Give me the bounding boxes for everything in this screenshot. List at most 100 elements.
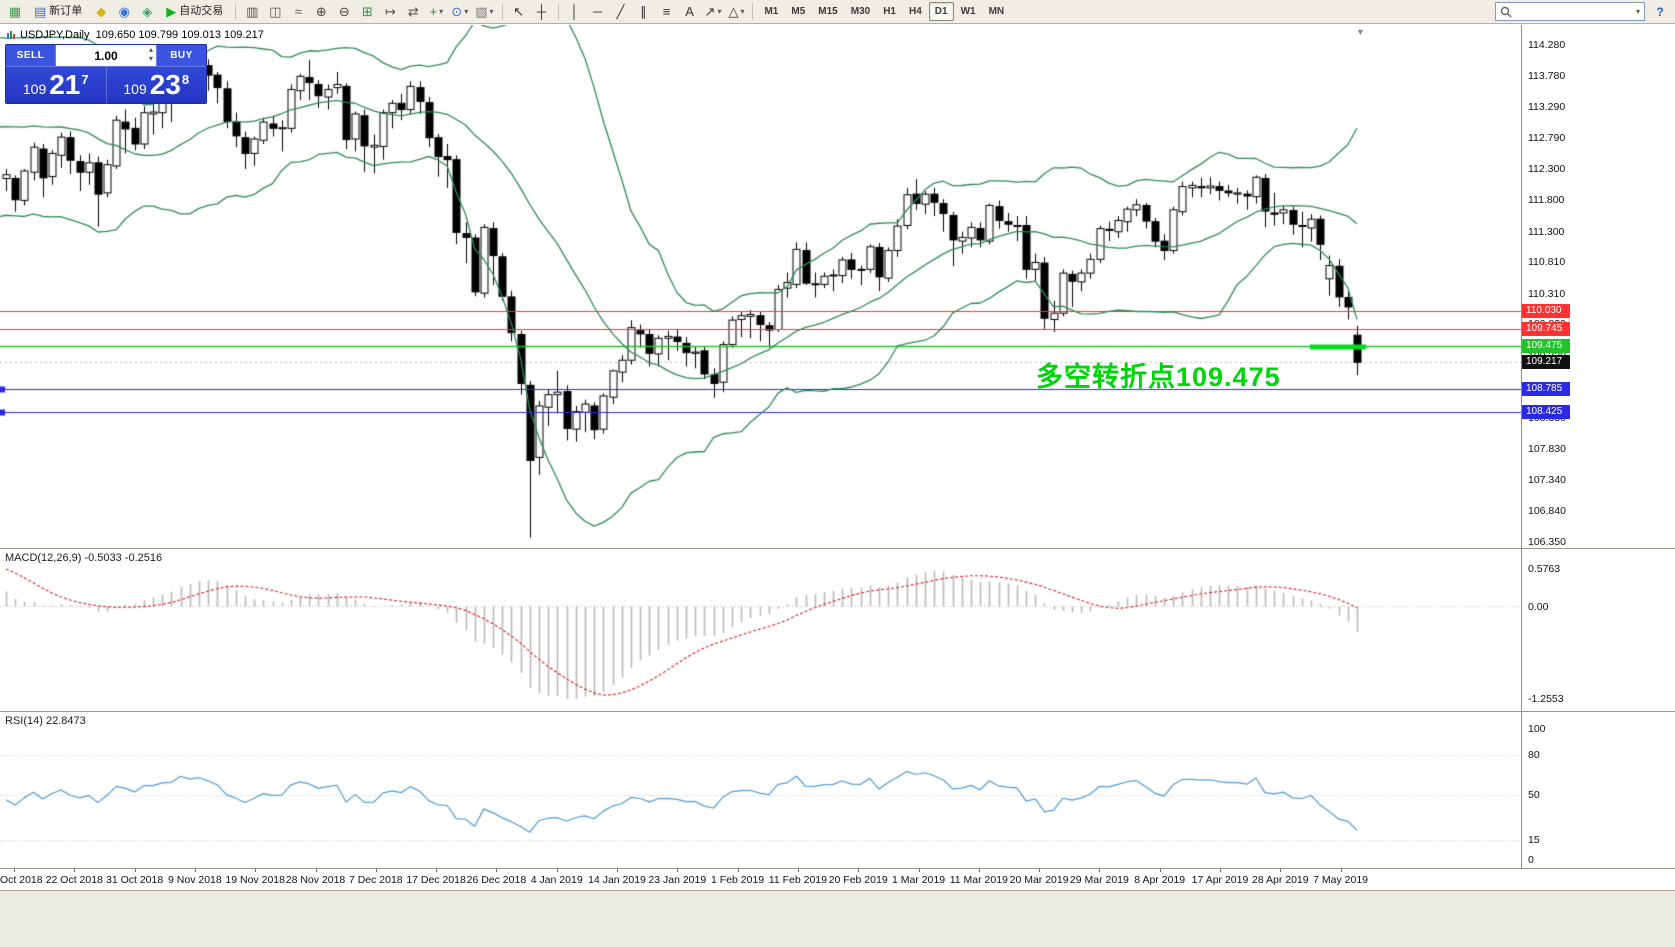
lot-stepper: ▴ ▾ — [149, 45, 153, 63]
crosshair-button[interactable]: ┼ — [531, 2, 553, 22]
timeframe-button-m15[interactable]: M15 — [812, 2, 843, 21]
timeframe-button-h4[interactable]: H4 — [903, 2, 928, 21]
timeframe-button-w1[interactable]: W1 — [955, 2, 982, 21]
sell-button[interactable]: SELL — [6, 45, 56, 66]
one-click-trading-panel: SELL 1.00 ▴ ▾ BUY 109 21 7 109 23 8 — [5, 44, 207, 104]
price-line-label: 108.785 — [1522, 382, 1570, 397]
vertical-line-button[interactable]: │ — [564, 2, 586, 22]
price-axis-label: 111.800 — [1528, 194, 1565, 207]
arrows-button[interactable]: ↗ ▾ — [702, 2, 725, 22]
chart-shift-button[interactable]: ⇄ — [402, 2, 424, 22]
alerts-button[interactable]: ◈ — [136, 2, 158, 22]
time-axis-tick — [858, 869, 860, 872]
grid-button[interactable]: ⊞ — [356, 2, 378, 22]
help-button[interactable]: ? — [1649, 2, 1671, 22]
macd-scale-label: -1.2553 — [1528, 693, 1564, 705]
buy-price[interactable]: 109 23 8 — [107, 67, 207, 103]
price-axis-label: 112.790 — [1528, 132, 1566, 145]
buy-price-big: 23 — [149, 69, 181, 100]
time-axis-tick — [496, 869, 498, 872]
new-chart-button[interactable]: ▦ — [4, 2, 26, 22]
channel-button[interactable]: ∥ — [633, 2, 655, 22]
buy-button[interactable]: BUY — [156, 45, 206, 66]
channel-icon: ∥ — [640, 4, 647, 19]
auto-scroll-button[interactable]: ↦ — [379, 2, 401, 22]
macd-indicator-canvas[interactable] — [0, 549, 1521, 711]
play-icon: ▶ — [166, 4, 177, 19]
candlestick-chart-button[interactable]: ◫ — [264, 2, 286, 22]
rsi-indicator-canvas[interactable] — [0, 712, 1521, 868]
cursor-button[interactable]: ↖ — [508, 2, 530, 22]
timeframe-button-m1[interactable]: M1 — [758, 2, 784, 21]
periods-button[interactable]: ⊙ ▾ — [448, 2, 471, 22]
data-window-button[interactable]: ◉ — [113, 2, 135, 22]
time-axis-label: 7 May 2019 — [1313, 874, 1369, 886]
cursor-icon: ↖ — [513, 4, 524, 19]
sell-price[interactable]: 109 21 7 — [6, 67, 106, 103]
trendline-button[interactable]: ╱ — [610, 2, 632, 22]
price-axis-label: 106.840 — [1528, 505, 1566, 518]
text-button[interactable]: A — [679, 2, 701, 22]
chart-title: USDJPY,Daily 109.650 109.799 109.013 109… — [6, 29, 264, 41]
time-axis-tick — [617, 869, 618, 872]
rsi-scale-label: 0 — [1528, 854, 1534, 866]
chart-ohlc-text: USDJPY,Daily 109.650 109.799 109.013 109… — [20, 29, 264, 41]
time-axis-tick — [1340, 869, 1342, 872]
timeframe-button-m5[interactable]: M5 — [785, 2, 811, 21]
timeframe-button-h1[interactable]: H1 — [877, 2, 902, 21]
main-chart-canvas[interactable] — [0, 25, 1521, 548]
time-axis-label: 20 Mar 2019 — [1009, 874, 1069, 886]
price-axis-border — [1521, 25, 1522, 890]
time-axis-label: 1 Feb 2019 — [711, 874, 765, 886]
time-axis-tick — [74, 869, 76, 872]
dropdown-caret-icon: ▾ — [489, 6, 494, 16]
line-chart-button[interactable]: ≈ — [287, 2, 309, 22]
timeframe-button-d1[interactable]: D1 — [928, 2, 954, 21]
time-axis-tick — [677, 869, 679, 872]
new-order-button[interactable]: ▤ 新订单 — [27, 2, 89, 22]
indicators-button[interactable]: + ▾ — [425, 2, 447, 22]
time-axis-label: 1 Mar 2019 — [891, 874, 946, 886]
toolbar-separator — [501, 3, 503, 20]
time-axis-tick — [14, 869, 15, 872]
time-axis-label: 20 Feb 2019 — [828, 874, 888, 886]
price-axis-label: 113.290 — [1528, 101, 1566, 114]
time-axis-tick — [255, 869, 257, 872]
zoom-out-icon: ⊖ — [338, 4, 350, 19]
rsi-scale-label: 50 — [1528, 788, 1540, 801]
line-chart-icon: ≈ — [294, 4, 302, 19]
horizontal-line-button[interactable]: ─ — [587, 2, 609, 22]
timeframe-button-m30[interactable]: M30 — [845, 2, 876, 21]
fibonacci-button[interactable]: ≡ — [656, 2, 678, 22]
macd-panel-separator[interactable] — [0, 548, 1675, 549]
time-axis-tick — [436, 869, 438, 872]
time-axis-label: 19 Nov 2018 — [225, 874, 285, 886]
search-dropdown-caret-icon[interactable]: ▾ — [1635, 7, 1640, 16]
time-axis-tick — [1099, 869, 1101, 872]
zoom-in-button[interactable]: ⊕ — [310, 2, 332, 22]
lot-increase-button[interactable]: ▴ — [148, 45, 153, 54]
macd-scale-label: 0.5763 — [1528, 563, 1561, 575]
lot-size-field[interactable]: 1.00 ▴ ▾ — [56, 45, 156, 66]
zoom-out-button[interactable]: ⊖ — [333, 2, 355, 22]
auto-scroll-icon: ↦ — [384, 4, 396, 19]
search-input[interactable] — [1515, 4, 1633, 19]
sell-price-big: 21 — [49, 69, 81, 100]
chart-shift-marker[interactable]: ▼ — [1356, 27, 1365, 37]
bar-chart-button[interactable]: ▥ — [241, 2, 263, 22]
rsi-panel-separator[interactable] — [0, 711, 1675, 712]
timeframe-button-mn[interactable]: MN — [983, 2, 1011, 21]
dropdown-caret-icon: ▾ — [717, 6, 722, 16]
templates-button[interactable]: ▨ ▾ — [472, 2, 496, 22]
auto-trading-button[interactable]: ▶ 自动交易 — [159, 2, 230, 22]
metaeditor-button[interactable]: ◆ — [90, 2, 112, 22]
time-axis-tick — [1220, 869, 1221, 872]
sell-price-prefix: 109 — [22, 81, 47, 97]
lot-decrease-button[interactable]: ▾ — [148, 54, 153, 63]
shapes-button[interactable]: △ ▾ — [725, 2, 747, 22]
chart-annotation-text[interactable]: 多空转折点109.475 — [1036, 362, 1281, 392]
time-axis-tick — [1039, 869, 1041, 872]
arrow-icon: ↗ — [704, 4, 716, 19]
time-axis-label: 29 Mar 2019 — [1069, 874, 1129, 886]
